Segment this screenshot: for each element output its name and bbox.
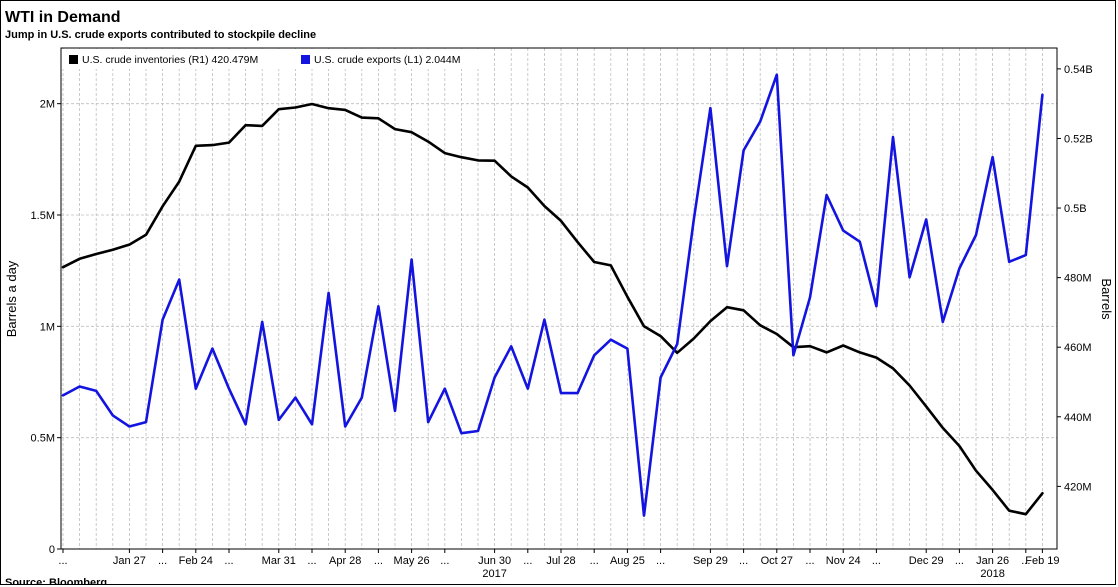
x-tick-label: ... xyxy=(656,555,665,567)
series-lines xyxy=(61,73,1044,517)
left-tick-label: 1M xyxy=(40,321,55,333)
x-year-label: 2017 xyxy=(482,568,506,580)
left-axis-title: Barrels a day xyxy=(4,260,19,337)
x-tick-label: ... xyxy=(872,555,881,567)
x-tick-label: Jul 28 xyxy=(546,555,575,567)
right-tick-label: 0.52B xyxy=(1064,133,1093,145)
right-tick-label: 420M xyxy=(1064,481,1092,493)
x-tick-label: ... xyxy=(590,555,599,567)
plot-area-border xyxy=(60,47,1058,550)
x-tick-label: Sep 29 xyxy=(693,555,728,567)
x-tick-label: ... xyxy=(158,555,167,567)
x-tick-label: ... xyxy=(805,555,814,567)
x-tick-label: ... xyxy=(58,555,67,567)
x-tick-label: Feb 24 xyxy=(179,555,213,567)
x-year-label: 2018 xyxy=(980,568,1004,580)
legend-label: U.S. crude exports (L1) 2.044M xyxy=(314,54,460,66)
left-tick-label: 0 xyxy=(49,544,55,556)
source-note: Source: Bloomberg xyxy=(5,577,108,585)
left-tick-label: 1.5M xyxy=(31,210,55,222)
left-axis-ticks: 0 0.5M 1M 1.5M 2M xyxy=(31,99,61,556)
right-axis-title: Barrels xyxy=(1099,278,1114,320)
x-tick-label: Dec 29 xyxy=(909,555,944,567)
legend: U.S. crude inventories (R1) 420.479M U.S.… xyxy=(62,49,482,69)
right-tick-label: 0.54B xyxy=(1064,64,1093,76)
chart-title: WTI in Demand xyxy=(5,9,121,26)
x-tick-label: ... xyxy=(955,555,964,567)
x-tick-label: Jan 27 xyxy=(113,555,146,567)
right-tick-label: 480M xyxy=(1064,273,1092,285)
x-tick-label: Jun 30 xyxy=(478,555,511,567)
x-tick-label: May 26 xyxy=(394,555,430,567)
x-axis-ticks: ... Jan 27... Feb 24... Mar 31... Apr 28... M… xyxy=(58,549,1060,580)
x-tick-label: ... xyxy=(1021,555,1030,567)
x-tick-label: ... xyxy=(307,555,316,567)
x-tick-label: ... xyxy=(523,555,532,567)
series-line-exports xyxy=(61,73,1044,517)
x-tick-label: Mar 31 xyxy=(262,555,296,567)
x-tick-label: ... xyxy=(440,555,449,567)
legend-swatch xyxy=(69,55,78,64)
series-line-inventories xyxy=(61,102,1044,516)
x-tick-label: Feb 19 xyxy=(1025,555,1059,567)
chart-subtitle: Jump in U.S. crude exports contributed t… xyxy=(5,29,317,41)
x-tick-label: Oct 27 xyxy=(761,555,793,567)
left-tick-label: 0.5M xyxy=(31,433,55,445)
x-tick-label: Aug 25 xyxy=(610,555,645,567)
x-tick-label: ... xyxy=(739,555,748,567)
right-axis-ticks: 420M 440M 460M 480M 0.5B 0.52B 0.54B xyxy=(1057,64,1093,493)
x-tick-label: ... xyxy=(374,555,383,567)
x-tick-label: Apr 28 xyxy=(329,555,361,567)
right-tick-label: 0.5B xyxy=(1064,203,1087,215)
right-tick-label: 440M xyxy=(1064,412,1092,424)
right-tick-label: 460M xyxy=(1064,342,1092,354)
x-tick-label: ... xyxy=(224,555,233,567)
x-tick-label: Nov 24 xyxy=(826,555,861,567)
legend-label: U.S. crude inventories (R1) 420.479M xyxy=(82,54,258,66)
left-tick-label: 2M xyxy=(40,99,55,111)
legend-swatch xyxy=(301,55,310,64)
grid xyxy=(61,48,1057,549)
x-tick-label: Jan 26 xyxy=(976,555,1009,567)
legend-background xyxy=(62,49,482,69)
